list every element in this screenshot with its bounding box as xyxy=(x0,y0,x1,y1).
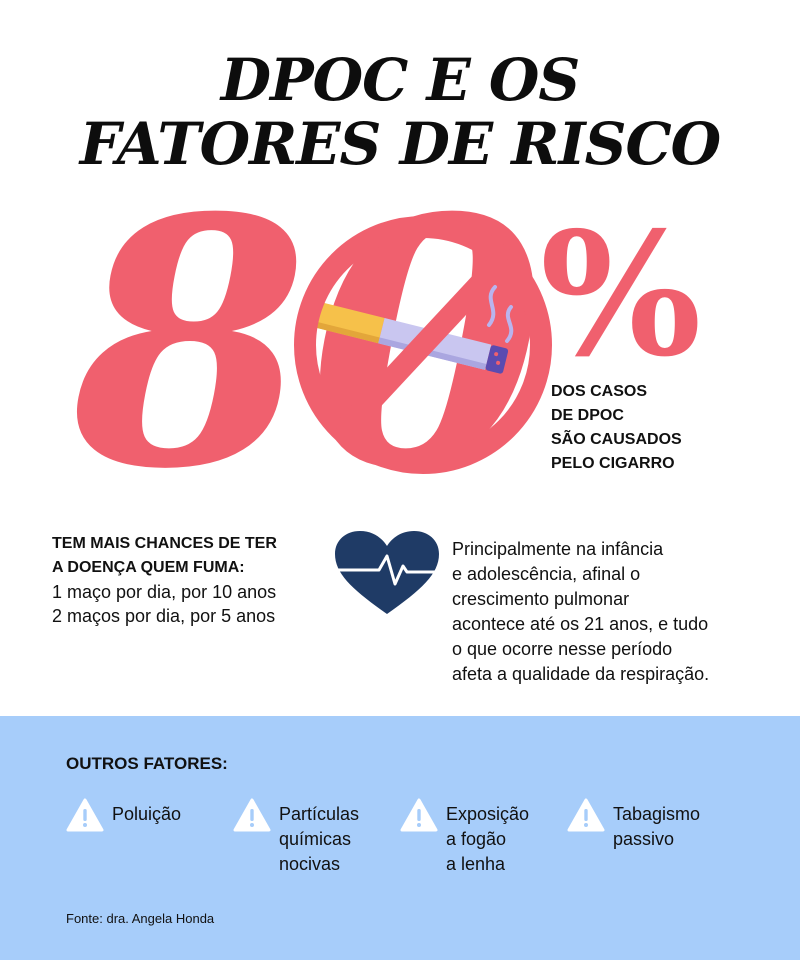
other-factors-heading: OUTROS FATORES: xyxy=(66,754,228,773)
factor-label-line: a lenha xyxy=(446,854,506,874)
other-factors-panel: OUTROS FATORES: Poluição Partículas quím… xyxy=(0,716,800,960)
title-line-1: DPOC E OS xyxy=(220,46,581,114)
risk-heading-line: TEM MAIS CHANCES DE TER xyxy=(52,535,277,552)
note-line: Principalmente na infância xyxy=(452,539,664,559)
factor-label: Poluição xyxy=(112,802,181,827)
heart-pulse-icon xyxy=(335,531,439,614)
factor-label-line: Tabagismo xyxy=(613,804,701,824)
note-line: e adolescência, afinal o xyxy=(452,564,641,584)
childhood-note: Principalmente na infância e adolescênci… xyxy=(452,537,772,687)
percent-caption: DOS CASOS DE DPOC SÃO CAUSADOS PELO CIGA… xyxy=(551,380,682,476)
percent-sign: % xyxy=(540,195,702,395)
warning-icon xyxy=(567,798,605,832)
warning-icon xyxy=(400,798,438,832)
smoker-risk-block: TEM MAIS CHANCES DE TER A DOENÇA QUEM FU… xyxy=(52,532,322,628)
risk-line: 2 maços por dia, por 5 anos xyxy=(52,606,276,626)
factor-label-line: passivo xyxy=(613,829,675,849)
note-line: o que ocorre nesse período xyxy=(452,639,673,659)
caption-line: SÃO CAUSADOS xyxy=(551,431,682,448)
caption-line: DOS CASOS xyxy=(551,383,648,400)
note-line: afeta a qualidade da respiração. xyxy=(452,664,710,684)
note-line: crescimento pulmonar xyxy=(452,589,630,609)
warning-icon xyxy=(233,798,271,832)
factor-label-line: químicas xyxy=(279,829,352,849)
factor-label: Tabagismo passivo xyxy=(613,802,700,852)
risk-heading-line: A DOENÇA QUEM FUMA: xyxy=(52,559,245,576)
factor-label-line: Exposição xyxy=(446,804,530,824)
caption-line: PELO CIGARRO xyxy=(551,455,675,472)
factor-label: Partículas químicas nocivas xyxy=(279,802,359,877)
caption-line: DE DPOC xyxy=(551,407,624,424)
factor-label: Exposição a fogão a lenha xyxy=(446,802,529,877)
page-title: DPOC E OS FATORES DE RISCO xyxy=(0,48,800,176)
warning-icon xyxy=(66,798,104,832)
factor-label-line: nocivas xyxy=(279,854,341,874)
no-smoking-icon xyxy=(294,216,552,474)
title-line-2: FATORES DE RISCO xyxy=(79,110,721,178)
factor-label-line: Poluição xyxy=(112,804,182,824)
factor-label-line: Partículas xyxy=(279,804,360,824)
risk-line: 1 maço por dia, por 10 anos xyxy=(52,582,277,602)
factor-label-line: a fogão xyxy=(446,829,507,849)
note-line: acontece até os 21 anos, e tudo xyxy=(452,614,709,634)
source-note: Fonte: dra. Angela Honda xyxy=(66,911,215,926)
